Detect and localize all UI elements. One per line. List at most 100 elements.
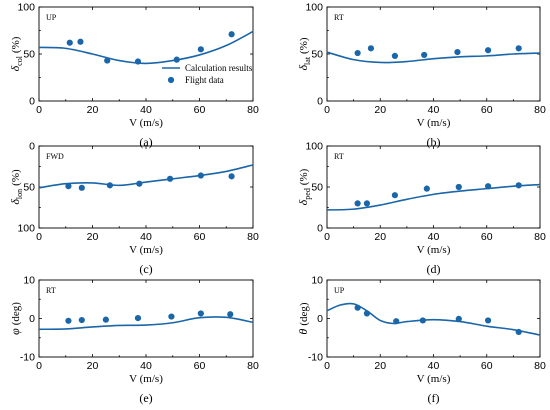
y-axis-symbol: δ: [296, 199, 310, 205]
direction-label: FWD: [46, 152, 64, 161]
x-tick-label: 40: [140, 231, 152, 243]
chart-panel-a: 0 20 40 60 80 0 50 100 V (m/s) δcol (%) UP (a) Calcul…: [8, 2, 259, 150]
flight-data-point: [66, 39, 73, 46]
x-axis-label: V (m/s): [417, 244, 451, 256]
x-axis-label: V (m/s): [129, 117, 163, 129]
flight-data-point: [197, 46, 204, 53]
chart-panel-b: 0 20 40 60 80 0 50 100 V (m/s) δlat (%) RT (b): [296, 2, 546, 150]
flight-data-point: [77, 38, 84, 45]
flight-data-point: [484, 317, 492, 324]
y-tick-label: 100: [305, 141, 323, 153]
flight-data-point: [78, 184, 85, 191]
flight-data-point: [455, 315, 462, 322]
flight-data-point: [363, 310, 371, 317]
flight-data-point: [78, 316, 85, 324]
panel-label: (f): [428, 391, 440, 405]
x-tick-label: 60: [194, 360, 206, 372]
x-tick-label: 80: [534, 360, 546, 372]
y-axis-label: δlat (%): [296, 37, 312, 70]
y-tick-label: 0: [317, 223, 323, 235]
panel-label: (a): [139, 135, 152, 149]
flight-data-point: [455, 183, 462, 191]
panel-label: (c): [139, 262, 152, 276]
flight-data-point: [484, 47, 492, 54]
x-tick-label: 40: [140, 104, 152, 116]
x-tick-label: 40: [140, 360, 152, 372]
plot-area: [38, 279, 254, 358]
x-tick-label: 0: [324, 104, 330, 116]
x-tick-label: 40: [428, 231, 440, 243]
direction-label: UP: [334, 286, 345, 295]
y-tick-label: 0: [29, 313, 35, 325]
y-tick-label: 50: [23, 49, 35, 61]
y-axis-unit: (deg): [10, 302, 22, 326]
y-tick-label: 100: [17, 2, 35, 14]
flight-data-point: [354, 200, 361, 207]
x-tick-label: 80: [247, 360, 259, 372]
flight-data-point: [173, 56, 180, 63]
flight-data-point: [197, 310, 204, 317]
x-tick-label: 80: [534, 104, 546, 116]
calculation-curve: [38, 30, 254, 65]
panel-label: (b): [427, 135, 441, 149]
panel-label: (e): [139, 391, 152, 405]
y-axis-symbol: δ: [296, 65, 310, 71]
plot-area: [38, 6, 254, 102]
chart-panel-c: 0 20 40 60 80 0 50 100 V (m/s) δlon (%) FWD (c): [8, 141, 259, 277]
x-tick-label: 40: [428, 104, 440, 116]
legend-line-label: Calculation results: [185, 63, 253, 73]
x-tick-label: 80: [534, 231, 546, 243]
y-tick-label: 50: [311, 49, 323, 61]
y-tick-label: 10: [23, 275, 35, 287]
flight-data-point: [228, 173, 235, 180]
y-axis-label: δlon (%): [8, 169, 24, 205]
x-tick-label: 20: [87, 360, 99, 372]
flight-data-point: [227, 311, 234, 318]
panel-label: (d): [427, 262, 441, 276]
flight-data-point: [166, 175, 174, 182]
flight-data-point: [354, 304, 361, 311]
flight-data-point: [484, 183, 492, 190]
flight-data-point: [454, 49, 461, 56]
x-tick-label: 0: [36, 104, 42, 116]
y-axis-subscript: lon: [15, 189, 24, 199]
x-tick-label: 60: [481, 360, 493, 372]
flight-data-point: [106, 182, 113, 189]
calculation-curve: [38, 164, 254, 189]
y-tick-label: 10: [311, 275, 323, 287]
legend: Calculation results Flight data: [162, 63, 253, 85]
flight-data-point: [168, 313, 175, 320]
y-axis-unit: (%): [10, 169, 22, 186]
flight-data-point: [391, 192, 398, 199]
flight-data-point: [391, 52, 398, 59]
x-tick-label: 0: [324, 231, 330, 243]
y-axis-unit: (%): [298, 37, 310, 54]
x-tick-label: 60: [481, 104, 493, 116]
flight-data-point: [104, 57, 111, 64]
y-tick-label: -10: [308, 352, 323, 364]
y-axis-unit: (%): [298, 168, 310, 185]
x-tick-label: 60: [481, 231, 493, 243]
x-tick-label: 80: [247, 231, 259, 243]
x-tick-label: 0: [324, 360, 330, 372]
y-tick-label: -10: [20, 352, 35, 364]
flight-data-point: [393, 318, 400, 325]
calculation-curve: [326, 51, 541, 64]
y-axis-unit: (%): [10, 36, 22, 53]
y-tick-label: 100: [17, 223, 35, 235]
x-tick-label: 20: [87, 231, 99, 243]
x-tick-label: 0: [36, 231, 42, 243]
direction-label: UP: [46, 13, 57, 22]
flight-data-point: [136, 180, 143, 187]
x-tick-label: 60: [194, 104, 206, 116]
y-tick-label: 0: [317, 96, 323, 108]
direction-label: RT: [334, 152, 344, 161]
flight-data-point: [419, 317, 426, 324]
y-axis-subscript: ped: [303, 188, 312, 200]
x-axis-label: V (m/s): [129, 373, 163, 385]
direction-label: RT: [334, 13, 344, 22]
x-tick-label: 20: [374, 231, 386, 243]
